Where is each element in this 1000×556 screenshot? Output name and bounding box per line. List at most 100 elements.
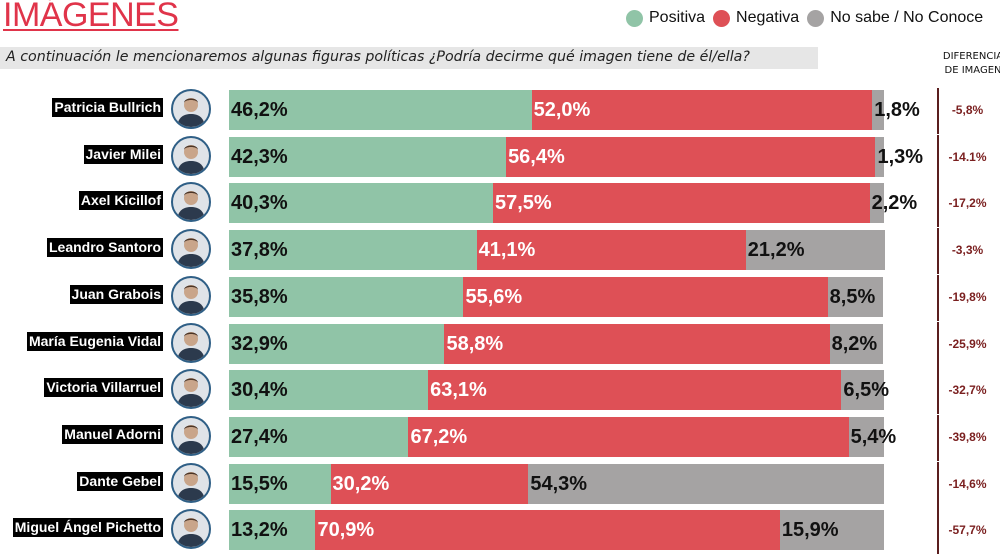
- data-label-negative: 56,4%: [508, 145, 565, 168]
- data-label-no-sabe: 5,4%: [850, 425, 897, 448]
- data-label-positive: 13,2%: [231, 519, 288, 542]
- legend-item-negative: Negativa: [713, 9, 799, 27]
- bar-negative: [463, 276, 828, 317]
- person-icon: [177, 518, 205, 548]
- data-label-negative: 30,2%: [332, 472, 390, 495]
- bar-no-sabe: [827, 276, 884, 317]
- avatar: [171, 135, 211, 176]
- bar-no-sabe: [841, 370, 884, 411]
- data-label-negative: 55,6%: [465, 285, 523, 308]
- stacked-bar: 42,3% 56,4% 1,3%: [229, 136, 923, 177]
- data-label-no-sabe: 6,5%: [843, 379, 890, 402]
- data-label-positive: 32,9%: [231, 332, 288, 355]
- category-label: Leandro Santoro: [46, 238, 163, 258]
- difference-value: -14.1%: [948, 149, 987, 164]
- stacked-bar: 40,3% 57,5% 2,2%: [229, 183, 917, 224]
- chart-row: Axel Kicillof 40,3% 57,5% 2,2% -17,2%: [0, 181, 1000, 228]
- person-icon: [177, 378, 205, 408]
- bar-no-sabe: [875, 136, 884, 177]
- difference-value: -25,9%: [948, 336, 987, 351]
- difference-value: -39,8%: [948, 429, 987, 444]
- bar-positive: [229, 510, 316, 551]
- difference-value: -32,7%: [948, 383, 987, 398]
- data-label-positive: 27,4%: [231, 425, 288, 448]
- bar-negative: [531, 90, 873, 130]
- avatar: [171, 229, 211, 270]
- difference-cell: -19,8%: [937, 274, 996, 321]
- data-label-no-sabe: 2,2%: [871, 192, 918, 215]
- avatar: [171, 182, 211, 223]
- data-label-negative: 57,5%: [494, 192, 552, 215]
- person-icon: [177, 284, 205, 314]
- difference-header: DIFERENCIA DE IMAGEN: [928, 50, 1000, 78]
- bar-positive: [229, 276, 464, 317]
- difference-cell: -57,7%: [937, 508, 996, 555]
- bar-no-sabe: [848, 416, 884, 457]
- data-label-no-sabe: 8,5%: [829, 285, 876, 308]
- difference-cell: -32,7%: [937, 368, 996, 415]
- category-label: Javier Milei: [83, 144, 163, 164]
- person-icon: [177, 144, 205, 174]
- chart-subtitle: A continuación le mencionaremos algunas …: [6, 49, 750, 65]
- bar-positive: [229, 90, 532, 130]
- stacked-bar: 15,5% 30,2% 54,3%: [229, 463, 884, 504]
- stacked-bar: 13,2% 70,9% 15,9%: [229, 510, 884, 551]
- stacked-bar: 27,4% 67,2% 5,4%: [229, 416, 896, 457]
- person-icon: [177, 331, 205, 361]
- chart-title: IMÁGENES: [3, 0, 179, 34]
- subtitle-banner: A continuación le mencionaremos algunas …: [0, 47, 818, 69]
- stacked-bar: 37,8% 41,1% 21,2%: [229, 230, 885, 271]
- category-label: Axel Kicillof: [78, 191, 163, 211]
- difference-cell: -14,6%: [937, 461, 996, 508]
- stacked-bar: 30,4% 63,1% 6,5%: [229, 370, 889, 411]
- person-icon: [177, 238, 205, 268]
- bar-negative: [444, 323, 830, 364]
- bar-positive: [229, 230, 477, 271]
- data-label-positive: 30,4%: [231, 379, 288, 402]
- bar-no-sabe: [745, 230, 885, 271]
- difference-cell: -14.1%: [937, 134, 996, 181]
- legend-label-positive: Positiva: [649, 9, 706, 26]
- difference-cell: -39,8%: [937, 414, 996, 461]
- avatar: [171, 322, 211, 363]
- category-label: Juan Grabois: [69, 284, 163, 304]
- category-label: Patricia Bullrich: [52, 98, 163, 117]
- chart-row: Leandro Santoro 37,8% 41,1% 21,2% -3,3%: [0, 228, 1000, 275]
- chart-row: Patricia Bullrich 46,2% 52,0% 1,8% -5,8%: [0, 88, 1000, 134]
- data-label-no-sabe: 8,2%: [831, 332, 878, 355]
- difference-cell: -25,9%: [937, 321, 996, 368]
- difference-value: -17,2%: [948, 196, 987, 211]
- chart-row: Victoria Villarruel 30,4% 63,1% 6,5% -32,7%: [0, 368, 1000, 415]
- stacked-bar: 35,8% 55,6% 8,5%: [229, 276, 884, 317]
- person-icon: [177, 98, 205, 127]
- data-label-no-sabe: 54,3%: [530, 472, 588, 495]
- legend-label-no-sabe: No sabe / No Conoce: [830, 9, 984, 26]
- person-icon: [177, 191, 205, 221]
- bar-negative: [408, 416, 849, 457]
- avatar: [171, 415, 211, 456]
- stacked-bar: 32,9% 58,8% 8,2%: [229, 323, 884, 364]
- bar-negative: [315, 510, 780, 551]
- data-label-negative: 58,8%: [446, 332, 504, 355]
- bar-no-sabe: [528, 463, 884, 504]
- difference-value: -5,8%: [951, 103, 984, 117]
- data-label-no-sabe: 15,9%: [781, 519, 839, 542]
- category-label: María Eugenia Vidal: [26, 331, 163, 351]
- avatar: [171, 509, 211, 550]
- avatar: [171, 462, 211, 503]
- avatar: [171, 369, 211, 410]
- chart-row: Dante Gebel 15,5% 30,2% 54,3% -14,6%: [0, 461, 1000, 508]
- avatar: [171, 275, 211, 316]
- data-label-positive: 37,8%: [231, 239, 288, 262]
- legend-swatch-positive: [626, 9, 643, 27]
- bar-negative: [506, 136, 876, 177]
- bar-no-sabe: [872, 90, 884, 130]
- difference-value: -19,8%: [948, 289, 987, 304]
- legend-swatch-negative: [713, 9, 731, 27]
- data-label-negative: 67,2%: [410, 425, 468, 448]
- difference-cell: -3,3%: [937, 228, 996, 275]
- legend: Positiva Negativa No sabe / No Conoce: [626, 6, 991, 30]
- bar-positive: [229, 416, 409, 457]
- stacked-bar: 46,2% 52,0% 1,8%: [229, 90, 920, 130]
